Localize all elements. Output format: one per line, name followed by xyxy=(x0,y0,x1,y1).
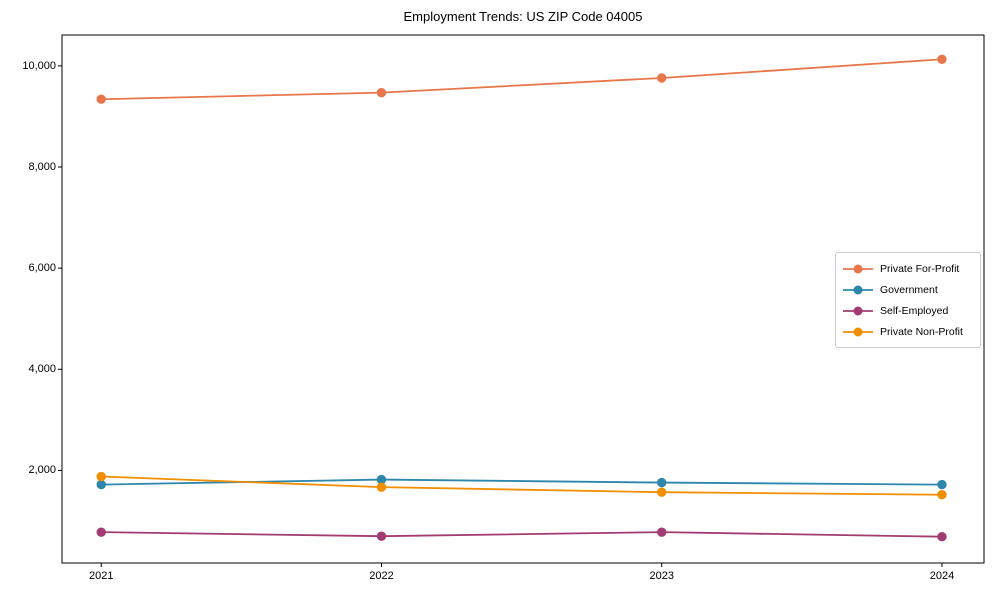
plot-border xyxy=(61,34,985,564)
data-point xyxy=(937,479,947,490)
series-line-self-employed xyxy=(101,531,942,538)
legend-label: Private For-Profit xyxy=(880,262,960,275)
data-point xyxy=(937,490,947,500)
data-point xyxy=(657,73,667,83)
data-point xyxy=(937,54,947,64)
data-point xyxy=(376,87,387,98)
x-tick-label: 2023 xyxy=(649,570,674,582)
legend-label: Government xyxy=(880,283,938,296)
data-point xyxy=(657,527,667,537)
data-point xyxy=(96,94,106,104)
x-tick-label: 2024 xyxy=(929,570,955,582)
x-tick-label: 2022 xyxy=(369,570,394,582)
data-point xyxy=(376,531,387,541)
y-tick-label: 10,000 xyxy=(22,59,56,72)
legend: Private For-Profit Government Self-Employe… xyxy=(835,252,981,348)
y-tick-label: 6,000 xyxy=(28,262,56,275)
data-point xyxy=(96,471,106,482)
legend-item: Private For-Profit xyxy=(843,258,973,279)
legend-line-swatch-icon xyxy=(843,285,873,294)
data-point xyxy=(657,487,667,497)
legend-item: Self-Employed xyxy=(843,300,973,321)
series-line-private-for-profit xyxy=(101,58,943,101)
y-tick-label: 8,000 xyxy=(28,161,56,173)
y-tick-label: 4,000 xyxy=(28,363,56,376)
data-point xyxy=(96,479,106,490)
x-tick-label: 2021 xyxy=(88,570,114,582)
legend-item: Private Non-Profit xyxy=(843,321,973,342)
data-point xyxy=(937,532,947,542)
series-line-private-non-profit xyxy=(101,475,942,496)
legend-label: Private Non-Profit xyxy=(880,325,963,338)
data-point xyxy=(96,527,106,537)
legend-item: Government xyxy=(843,279,973,300)
legend-label: Self-Employed xyxy=(880,304,949,317)
data-point xyxy=(376,474,387,485)
y-tick-label: 2,000 xyxy=(28,464,56,477)
legend-line-swatch-icon xyxy=(843,327,873,336)
data-point xyxy=(657,477,667,488)
legend-line-swatch-icon xyxy=(843,264,873,273)
chart-title: Employment Trends: US ZIP Code 04005 xyxy=(403,9,643,24)
data-point xyxy=(376,482,387,492)
legend-line-swatch-icon xyxy=(843,306,873,315)
